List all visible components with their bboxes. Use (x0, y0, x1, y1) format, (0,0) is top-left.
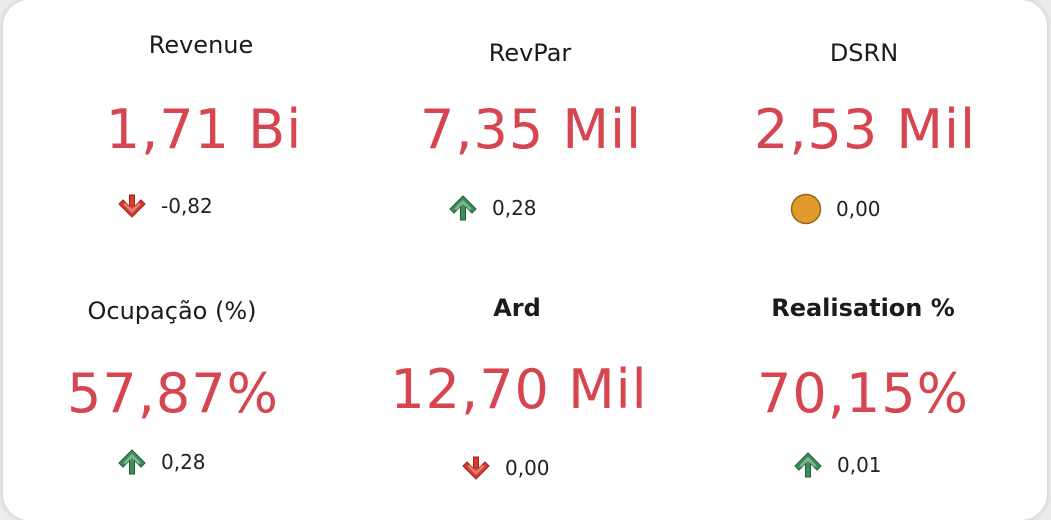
kpi-title-revpar: RevPar (488, 39, 572, 67)
kpi-value-realisation[interactable]: 70,15% (757, 362, 969, 425)
kpi-delta-revenue: -0,82 (117, 193, 213, 219)
kpi-delta-realisation: 0,01 (793, 451, 882, 479)
arrow-down-icon (461, 455, 491, 481)
arrow-up-icon (793, 451, 823, 479)
kpi-title-revenue: Revenue (148, 31, 254, 59)
kpi-delta-dsrn: 0,00 (790, 193, 881, 225)
kpi-delta-value-revpar: 0,28 (492, 196, 537, 220)
kpi-delta-value-ocupacao: 0,28 (161, 450, 206, 474)
kpi-delta-value-realisation: 0,01 (837, 453, 882, 477)
kpi-title-dsrn: DSRN (829, 39, 899, 67)
kpi-card-panel (3, 0, 1047, 520)
kpi-value-revpar[interactable]: 7,35 Mil (420, 98, 642, 161)
kpi-delta-ard: 0,00 (461, 455, 550, 481)
kpi-delta-value-dsrn: 0,00 (836, 197, 881, 221)
neutral-circle-icon (790, 193, 822, 225)
arrow-up-icon (448, 194, 478, 222)
kpi-value-revenue[interactable]: 1,71 Bi (105, 98, 303, 161)
kpi-delta-value-ard: 0,00 (505, 456, 550, 480)
kpi-title-ocupacao: Ocupação (%) (87, 297, 257, 325)
arrow-up-icon (117, 448, 147, 476)
kpi-title-ard: Ard (493, 294, 541, 322)
kpi-title-realisation: Realisation % (771, 294, 955, 322)
kpi-delta-value-revenue: -0,82 (161, 194, 213, 218)
kpi-delta-ocupacao: 0,28 (117, 448, 206, 476)
arrow-down-icon (117, 193, 147, 219)
kpi-value-ard[interactable]: 12,70 Mil (390, 358, 648, 421)
kpi-value-dsrn[interactable]: 2,53 Mil (754, 98, 976, 161)
kpi-value-ocupacao[interactable]: 57,87% (67, 362, 279, 425)
kpi-delta-revpar: 0,28 (448, 194, 537, 222)
